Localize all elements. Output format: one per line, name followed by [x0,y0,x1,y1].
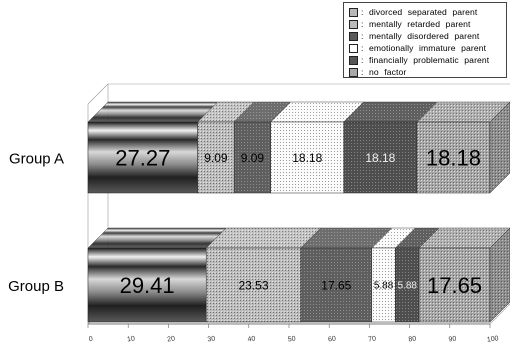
legend-item: : mentally retarded parent [349,18,503,30]
bar-segment [205,227,322,323]
data-label: 18.18 [426,145,481,170]
x-tick-label: 60 [328,335,337,343]
bar-segment [343,101,438,194]
bar-segment [416,101,510,194]
bar-segment [418,227,510,323]
legend-item: : emotionally immature parent [349,42,503,54]
x-tick-label: 30 [207,335,216,343]
data-label: 29.41 [120,273,175,298]
legend-label: : financially problematic parent [361,55,490,65]
x-tick-label: 10 [127,335,136,343]
legend-label: : mentally retarded parent [361,19,471,29]
data-label: 9.09 [204,151,228,165]
data-label: 23.53 [239,278,269,292]
bar-segment [87,227,227,323]
legend-label: : divorced separated parent [361,7,478,17]
bar-segment [371,227,417,323]
x-tick-label: 0 [88,336,93,343]
legend-label: : no factor [361,67,407,77]
legend-swatch [349,31,358,41]
category-label: Group A [9,151,64,168]
legend-swatch [349,43,358,53]
legend-swatch [349,67,358,77]
data-label: 27.27 [115,145,170,170]
bar-segment [394,227,440,323]
x-tick-label: 70 [368,335,377,343]
legend-swatch [349,55,358,65]
x-tick-label: 20 [167,335,176,343]
x-tick-label: 50 [287,335,296,343]
bar-segment [270,101,365,194]
data-label: 18.18 [365,151,395,165]
legend-item: : mentally disordered parent [349,30,503,42]
data-label: 17.65 [427,273,482,298]
data-label: 9.09 [241,151,265,165]
x-tick-label: 90 [448,335,457,343]
side-wall-top [87,83,109,105]
legend-label: : emotionally immature parent [361,43,487,53]
x-tick-label: 100 [487,335,500,344]
legend-swatch [349,7,358,17]
x-tick-label: 80 [408,335,417,343]
data-label: 5.88 [374,281,394,292]
legend-swatch [349,19,358,29]
legend-item: : financially problematic parent [349,54,503,66]
bar-segment [300,227,393,323]
data-label: 18.18 [292,151,322,165]
category-label: Group B [8,278,64,295]
data-label: 5.88 [397,281,417,292]
legend-label: : mentally disordered parent [361,31,480,41]
bar-segment [233,101,292,194]
data-label: 17.65 [321,278,351,292]
bar-segment [197,101,255,194]
legend-item: : divorced separated parent [349,6,503,18]
legend-item: : no factor [349,66,503,78]
x-tick-label: 40 [247,335,256,343]
chart-legend: : divorced separated parent : mentally re… [343,2,507,78]
